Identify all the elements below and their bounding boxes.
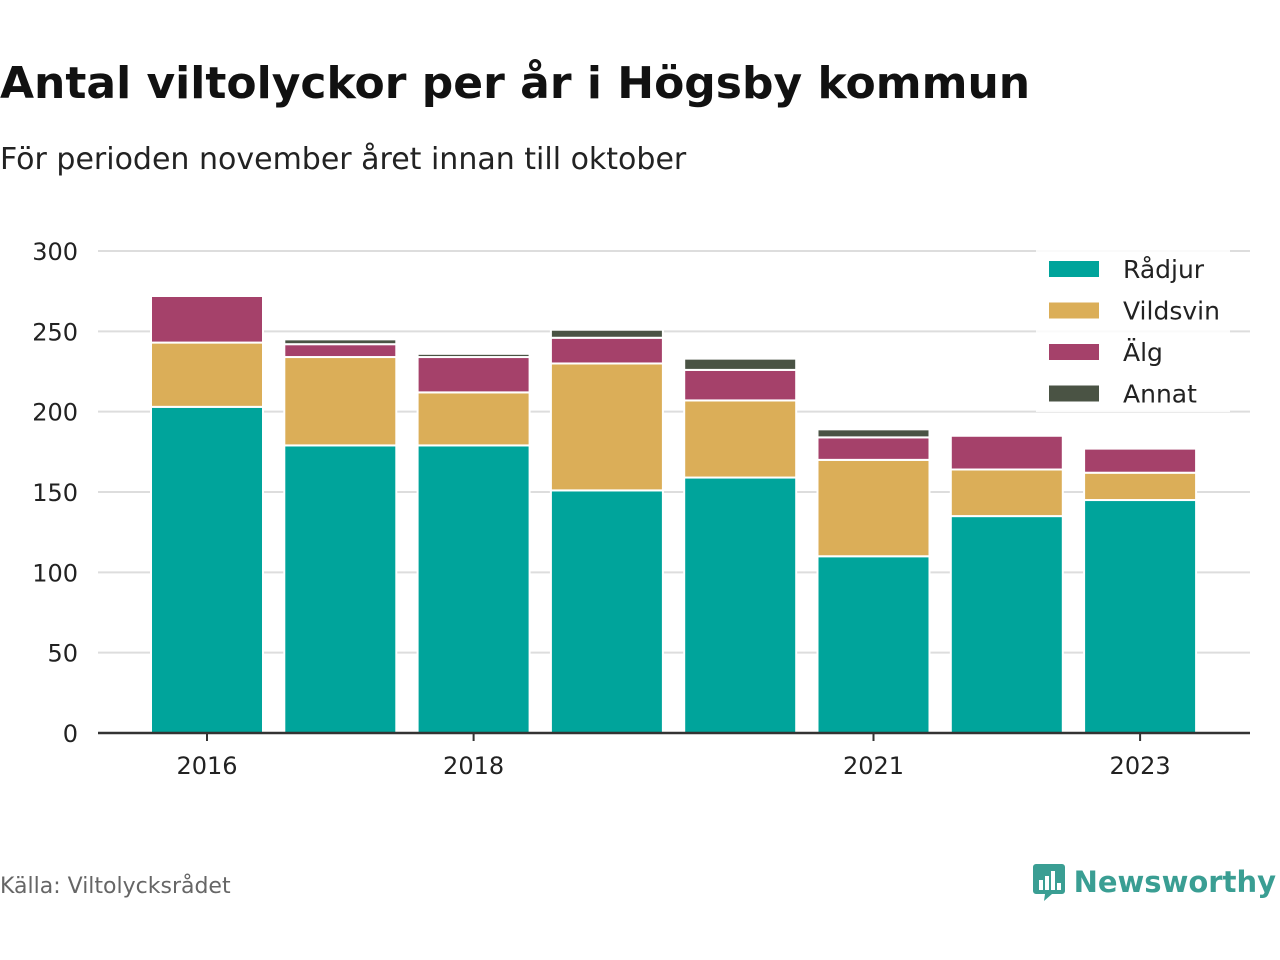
- legend-label: Annat: [1123, 380, 1197, 409]
- x-tick-label: 2021: [843, 752, 904, 780]
- bar-segment-rådjur: [283, 444, 398, 734]
- bar-segment-rådjur: [816, 555, 931, 734]
- bar-segment-vildsvin: [549, 362, 664, 492]
- y-tick-label: 250: [32, 318, 78, 346]
- bar-segment-älg: [283, 343, 398, 359]
- y-tick-label: 200: [32, 399, 78, 427]
- bar-segment-vildsvin: [816, 458, 931, 558]
- bar-segment-annat: [150, 293, 264, 297]
- bar-segment-älg: [816, 436, 931, 461]
- y-tick-label: 100: [32, 559, 78, 587]
- bar-segment-rådjur: [416, 444, 531, 734]
- bar-segment-annat: [416, 352, 531, 359]
- bar-segment-rådjur: [150, 405, 264, 734]
- bar-segment-vildsvin: [683, 399, 798, 479]
- chart-subtitle: För perioden november året innan till ok…: [0, 142, 687, 177]
- bar-segment-älg: [549, 336, 664, 365]
- source-note: Källa: Viltolycksrådet: [0, 874, 231, 899]
- brand-name: Newsworthy: [1073, 865, 1276, 899]
- x-tick-label: 2018: [443, 752, 504, 780]
- legend-swatch: [1049, 302, 1099, 319]
- y-tick-label: 300: [32, 238, 78, 266]
- bar-segment-vildsvin: [949, 468, 1064, 518]
- legend-label: Vildsvin: [1123, 297, 1220, 326]
- bar-segment-rådjur: [1083, 499, 1198, 734]
- bar-segment-annat: [283, 338, 398, 346]
- bar-segment-vildsvin: [1083, 471, 1198, 502]
- x-tick-label: 2016: [176, 752, 237, 780]
- y-tick-label: 50: [47, 640, 78, 668]
- bar-segment-rådjur: [949, 515, 1064, 734]
- bar-segment-älg: [949, 434, 1064, 471]
- brand-logo: Newsworthy: [1032, 862, 1276, 902]
- bar-segment-vildsvin: [150, 341, 264, 408]
- chart-title: Antal viltolyckor per år i Högsby kommun: [0, 58, 1031, 109]
- bar-segment-vildsvin: [416, 391, 531, 447]
- bar-segment-älg: [150, 294, 264, 344]
- legend-swatch: [1049, 385, 1099, 402]
- legend-swatch: [1049, 261, 1099, 277]
- bar-segment-rådjur: [683, 476, 798, 735]
- y-tick-label: 0: [63, 720, 78, 748]
- bar-chart-speech-bubble-icon: [1032, 864, 1065, 901]
- bar-segment-vildsvin: [283, 356, 398, 447]
- bar-segment-annat: [683, 357, 798, 371]
- bar-segment-annat: [549, 328, 664, 339]
- legend-label: Rådjur: [1123, 255, 1205, 284]
- bar-segment-älg: [683, 368, 798, 402]
- legend-swatch: [1049, 344, 1099, 360]
- x-tick-label: 2023: [1110, 752, 1171, 780]
- bar-segment-älg: [1083, 447, 1198, 474]
- y-tick-label: 150: [32, 479, 78, 507]
- legend-label: Älg: [1123, 338, 1163, 367]
- bar-segment-rådjur: [549, 489, 664, 735]
- bar-segment-annat: [816, 428, 931, 439]
- bar-segment-älg: [416, 356, 531, 394]
